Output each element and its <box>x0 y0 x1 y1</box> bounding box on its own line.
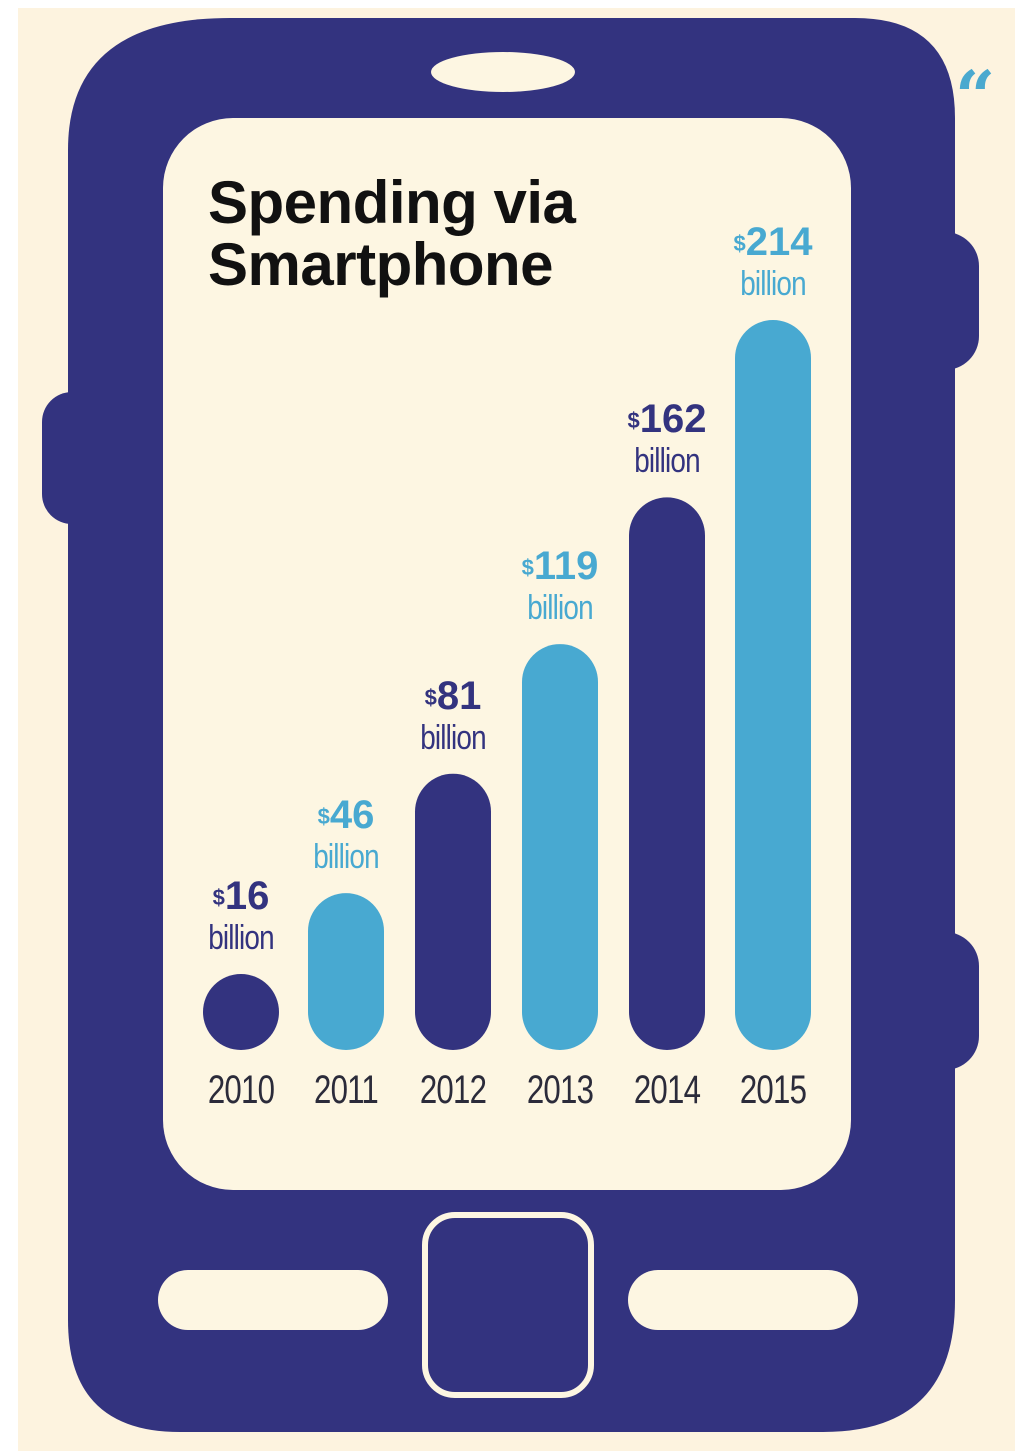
bar-2013 <box>522 644 598 1050</box>
bar-2015 <box>735 320 811 1050</box>
currency-symbol: $ <box>733 231 746 256</box>
value-unit-2013: billion <box>527 589 593 628</box>
value-label-2014: $162 <box>607 399 727 439</box>
currency-symbol: $ <box>212 885 225 910</box>
value-amount: 214 <box>745 220 813 264</box>
chart-title-line-1: Spending via <box>208 169 576 236</box>
value-unit-2012: billion <box>420 718 486 757</box>
currency-symbol: $ <box>424 684 437 710</box>
value-label-2010: $16 <box>181 876 301 916</box>
speaker-slot-icon <box>431 52 575 92</box>
value-unit-2011: billion <box>313 838 379 877</box>
tick-label-2014: 2014 <box>633 1068 701 1112</box>
home-button-icon[interactable] <box>422 1212 594 1398</box>
tick-label-2011: 2011 <box>314 1068 379 1112</box>
currency-symbol: $ <box>317 804 330 830</box>
bar-2010 <box>203 974 279 1050</box>
value-amount: 162 <box>639 397 707 442</box>
bottom-left-pill-icon <box>158 1270 388 1330</box>
bars-group <box>203 320 811 1050</box>
value-label-2013: $119 <box>500 546 620 586</box>
value-amount: 46 <box>329 793 375 838</box>
value-amount: 81 <box>436 673 482 718</box>
value-unit-2010: billion <box>208 919 274 957</box>
chart-title-line-2: Smartphone <box>208 231 554 298</box>
tick-label-2010: 2010 <box>207 1068 275 1112</box>
bar-2011 <box>308 893 384 1050</box>
quote-mark-icon: “ <box>955 55 996 138</box>
tick-label-2015: 2015 <box>739 1068 807 1112</box>
tick-label-2012: 2012 <box>419 1068 487 1112</box>
chart-title: Spending via Smartphone <box>208 172 628 296</box>
value-amount: 119 <box>533 544 599 589</box>
value-label-2015: $214 <box>713 222 833 262</box>
value-amount: 16 <box>224 874 270 918</box>
bottom-right-pill-icon <box>628 1270 858 1330</box>
value-label-2012: $81 <box>393 676 513 716</box>
tick-label-2013: 2013 <box>526 1068 594 1112</box>
value-label-2011: $46 <box>286 795 406 835</box>
value-unit-2014: billion <box>634 442 700 481</box>
value-unit-2015: billion <box>740 265 806 303</box>
currency-symbol: $ <box>521 555 534 581</box>
bar-2014 <box>629 497 705 1050</box>
currency-symbol: $ <box>627 408 640 434</box>
bar-2012 <box>415 773 491 1050</box>
